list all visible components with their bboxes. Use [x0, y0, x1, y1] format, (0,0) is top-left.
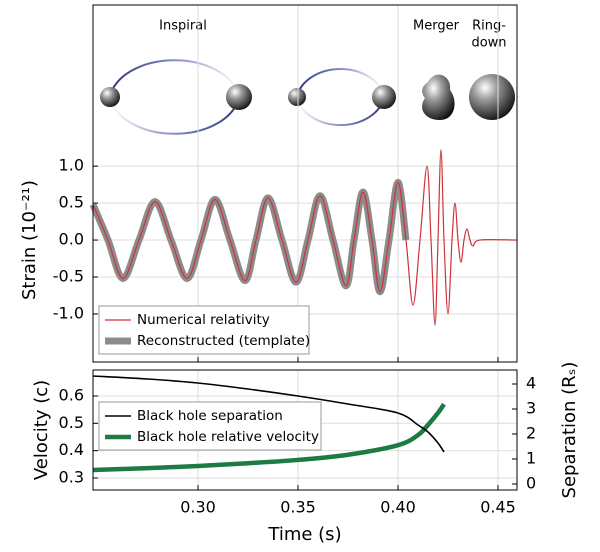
- series-line: [92, 375, 445, 453]
- x-tick-label: 0.45: [480, 498, 516, 517]
- y-tick-label: -0.5: [53, 267, 84, 286]
- y-tick-label: 0.5: [59, 193, 84, 212]
- y-tick-label: 0.5: [59, 413, 84, 432]
- legend: Numerical relativity Reconstructed (templ…: [98, 305, 310, 355]
- frame: [92, 4, 518, 363]
- x-tick-label: 0.30: [180, 498, 216, 517]
- legend: Black hole separation Black hole relative…: [98, 401, 322, 451]
- y2-axis-label: Separation (Rₛ): [559, 362, 580, 499]
- legend-label: Numerical relativity: [137, 312, 270, 328]
- x-tick-label: 0.35: [280, 498, 316, 517]
- y-tick-label: 0.6: [59, 385, 84, 404]
- annotation: Merger: [413, 19, 460, 34]
- legend-label: Black hole relative velocity: [137, 429, 319, 445]
- frame: [92, 369, 518, 491]
- y2-tick-label: 3: [526, 399, 536, 418]
- y2-tick-label: 1: [526, 449, 536, 468]
- series-line: [92, 402, 446, 473]
- legend-label: Reconstructed (template): [137, 333, 310, 349]
- y-tick-label: 1.0: [59, 156, 84, 175]
- y-tick-label: 0.4: [59, 440, 84, 459]
- y2-tick-label: 2: [526, 424, 536, 443]
- y2-tick-label: 0: [526, 474, 536, 493]
- annotation: Ring-: [472, 19, 506, 34]
- legend-box: [98, 401, 322, 451]
- y-tick-label: 0.0: [59, 230, 84, 249]
- annotation: down: [471, 36, 506, 51]
- y-tick-label: 0.3: [59, 467, 84, 486]
- series-line: [92, 149, 518, 326]
- legend-box: [98, 305, 310, 355]
- y-axis-label: Velocity (c): [31, 380, 52, 480]
- x-axis-label: Time (s): [267, 524, 341, 545]
- y-axis-label: Strain (10⁻²¹): [19, 180, 40, 300]
- illustration: [100, 59, 515, 135]
- y2-tick-label: 4: [526, 374, 536, 393]
- y-tick-label: -1.0: [53, 303, 84, 322]
- legend-label: Black hole separation: [137, 408, 283, 424]
- x-tick-label: 0.40: [380, 498, 416, 517]
- annotation: Inspiral: [159, 19, 207, 34]
